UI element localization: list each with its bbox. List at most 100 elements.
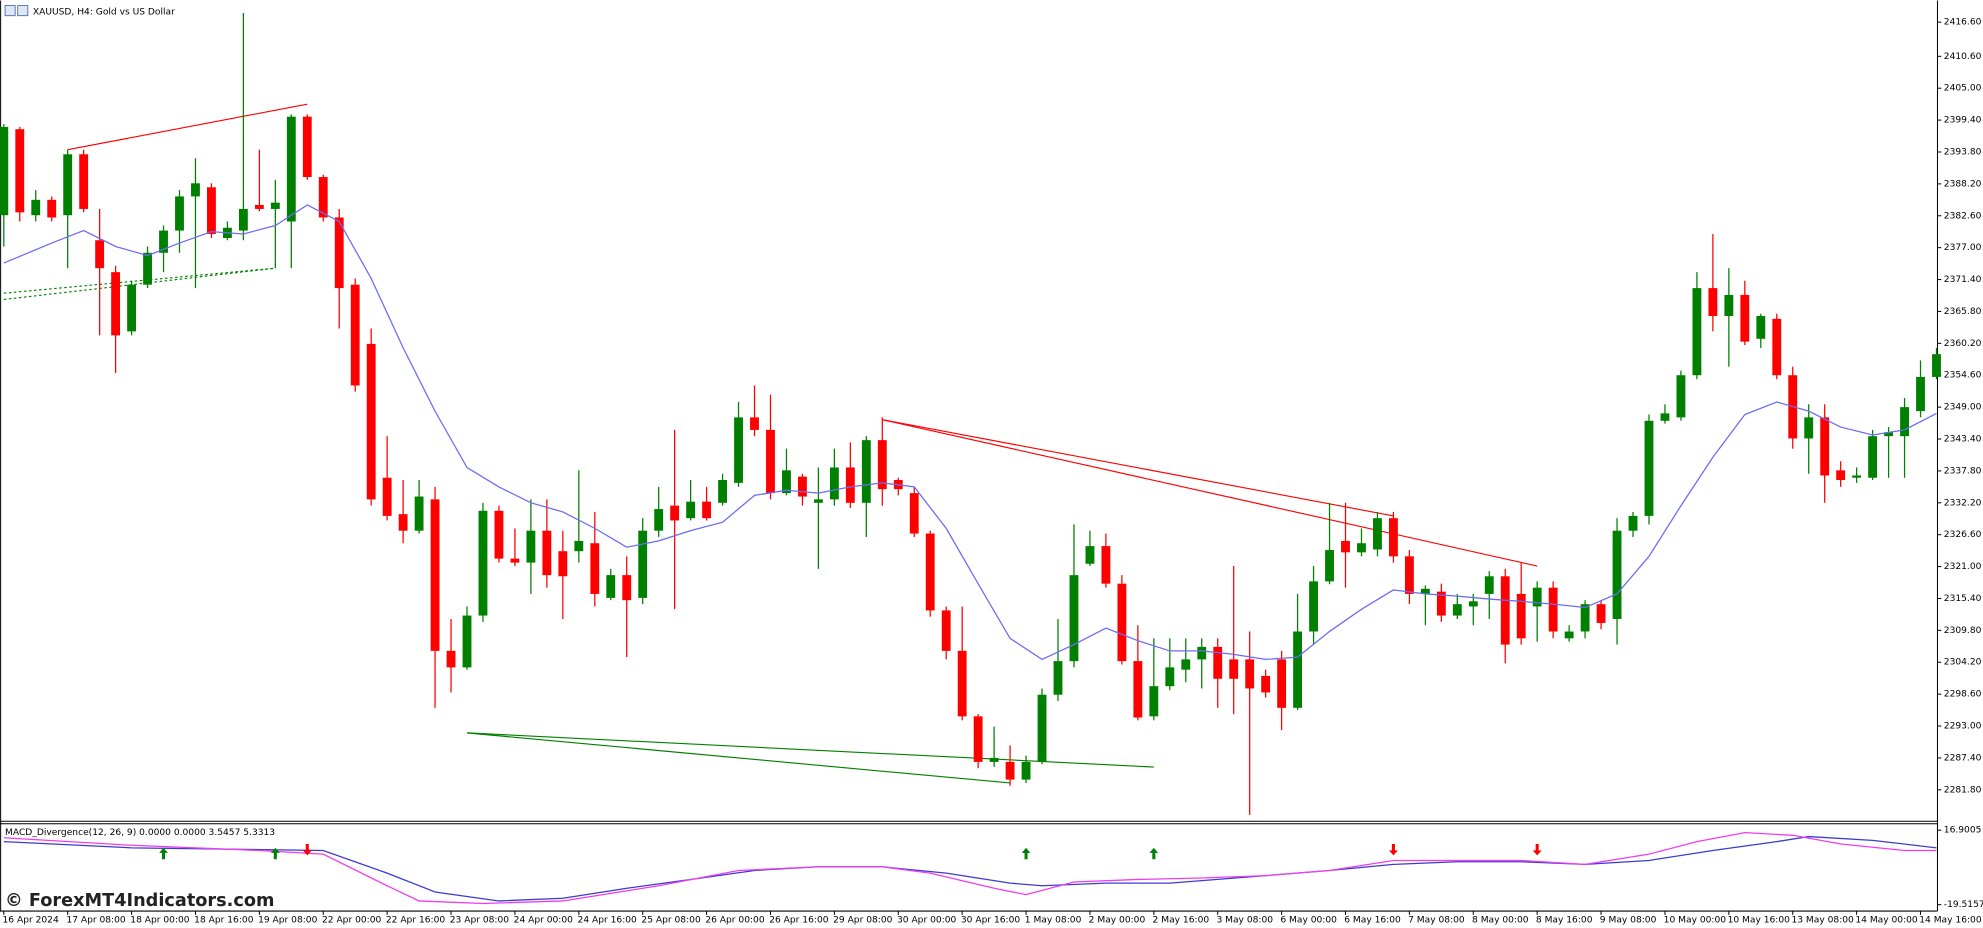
candle-body xyxy=(1820,417,1830,476)
y-tick-label: 2388.20 xyxy=(1944,179,1982,189)
x-tick-label: 6 May 16:00 xyxy=(1344,915,1401,925)
indicator-title: MACD_Divergence(12, 26, 9) 0.0000 0.0000… xyxy=(5,828,275,838)
candle-body xyxy=(941,610,951,651)
candle-body xyxy=(1037,694,1047,762)
y-tick-label: 2360.20 xyxy=(1944,339,1982,349)
candle-body xyxy=(0,126,9,216)
candle-body xyxy=(686,501,696,519)
candle-body xyxy=(734,417,743,483)
x-tick-label: 24 Apr 00:00 xyxy=(514,915,574,925)
candle-body xyxy=(1548,587,1558,632)
x-tick-label: 17 Apr 08:00 xyxy=(66,915,126,925)
candle-body xyxy=(1261,675,1271,693)
candle-body xyxy=(1133,661,1143,718)
x-tick-label: 14 May 00:00 xyxy=(1855,915,1918,925)
candle-body xyxy=(15,129,25,213)
candle-body xyxy=(1309,581,1318,632)
x-tick-label: 25 Apr 08:00 xyxy=(641,915,701,925)
sell-arrow xyxy=(302,844,312,856)
x-tick-label: 8 May 16:00 xyxy=(1536,915,1593,925)
candle-body xyxy=(1756,315,1766,339)
candle-body xyxy=(1804,417,1814,439)
candle-body xyxy=(1612,530,1622,619)
x-tick-label: 22 Apr 00:00 xyxy=(322,915,382,925)
candle-body xyxy=(1277,659,1287,708)
candle-body xyxy=(494,510,504,559)
x-tick-label: 26 Apr 00:00 xyxy=(705,915,765,925)
candle-body xyxy=(111,272,121,336)
x-tick-label: 14 May 16:00 xyxy=(1919,915,1982,925)
candle-body xyxy=(1149,686,1159,717)
candle-body xyxy=(558,551,568,577)
candle-body xyxy=(478,510,488,616)
candle-body xyxy=(574,540,584,552)
candle-body xyxy=(1708,288,1718,316)
candle-body xyxy=(1468,601,1478,607)
candle-body xyxy=(1325,550,1334,582)
y-tick-label: 2343.40 xyxy=(1944,435,1982,445)
candle-body xyxy=(510,558,520,563)
candle-body xyxy=(1213,646,1223,679)
candle-body xyxy=(1740,294,1750,342)
x-tick-label: 10 May 00:00 xyxy=(1664,915,1727,925)
y-tick-label: -19.5157 xyxy=(1944,900,1983,910)
x-tick-label: 29 Apr 08:00 xyxy=(833,915,893,925)
candle-body xyxy=(606,575,616,598)
candle-body xyxy=(31,199,41,216)
trendline xyxy=(3,267,276,301)
candle-body xyxy=(1181,659,1191,670)
candle-body xyxy=(1516,593,1526,639)
candle-body xyxy=(813,499,823,503)
candle-body xyxy=(1676,375,1686,418)
candle-body xyxy=(302,116,312,178)
x-tick-label: 24 Apr 16:00 xyxy=(578,915,638,925)
x-tick-label: 6 May 00:00 xyxy=(1280,915,1337,925)
candle-body xyxy=(191,183,200,197)
y-tick-label: 2287.40 xyxy=(1944,753,1982,763)
candle-body xyxy=(462,615,472,668)
candle-body xyxy=(1836,470,1846,481)
y-tick-label: 2399.40 xyxy=(1944,116,1982,126)
candle-body xyxy=(127,284,137,332)
candle-body xyxy=(1404,556,1414,594)
y-tick-label: 2410.60 xyxy=(1944,52,1982,62)
candle-body xyxy=(526,530,536,563)
buy-arrow xyxy=(270,847,280,860)
y-tick-label: 2304.20 xyxy=(1944,658,1982,668)
trendline xyxy=(67,103,308,151)
candle-body xyxy=(1916,376,1925,412)
y-tick-label: 2326.60 xyxy=(1944,530,1982,540)
x-tick-label: 7 May 08:00 xyxy=(1408,915,1465,925)
y-tick-label: 2298.60 xyxy=(1944,690,1982,700)
y-tick-label: 2321.00 xyxy=(1944,562,1982,572)
candle-body xyxy=(270,202,280,209)
candle-body xyxy=(1085,546,1095,564)
x-tick-label: 2 May 00:00 xyxy=(1089,915,1146,925)
candle-body xyxy=(207,187,216,234)
trendline xyxy=(882,419,1538,567)
y-tick-label: 2405.00 xyxy=(1944,84,1982,94)
candle-body xyxy=(1229,659,1239,679)
candle-body xyxy=(861,440,871,503)
x-tick-label: 1 May 08:00 xyxy=(1025,915,1082,925)
y-tick-label: 2393.80 xyxy=(1944,147,1982,157)
candle-body xyxy=(1580,604,1590,632)
candle-body xyxy=(1692,288,1702,376)
candle-body xyxy=(670,505,680,521)
candle-body xyxy=(1484,576,1494,594)
candle-body xyxy=(973,716,983,762)
candle-body xyxy=(1628,515,1638,531)
candle-body xyxy=(1532,587,1542,607)
buy-arrow xyxy=(1021,847,1031,860)
symbol-icon xyxy=(4,5,29,17)
candle-body xyxy=(845,467,855,503)
x-tick-label: 19 Apr 08:00 xyxy=(258,915,318,925)
trendline xyxy=(882,419,1394,517)
candle-body xyxy=(1772,318,1782,376)
candle-body xyxy=(1564,631,1574,639)
candle-body xyxy=(398,514,408,531)
x-tick-label: 8 May 00:00 xyxy=(1472,915,1529,925)
candle-body xyxy=(750,417,759,430)
